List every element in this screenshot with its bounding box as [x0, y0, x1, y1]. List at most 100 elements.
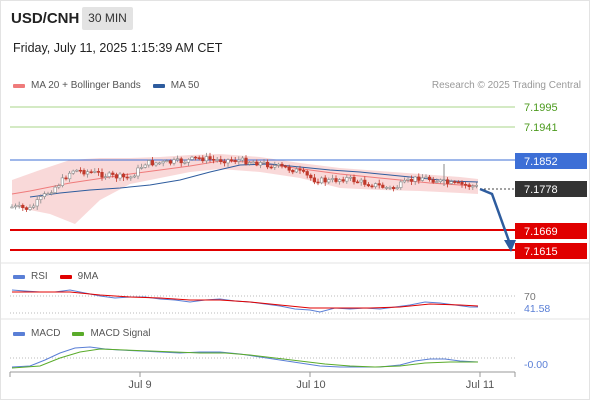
candle-body: [384, 187, 389, 189]
price-label-last: 7.1778: [515, 181, 587, 197]
candle-body: [215, 159, 219, 161]
candle-body: [78, 169, 82, 172]
candle-body: [172, 159, 176, 164]
candle-body: [255, 161, 259, 166]
candle-body: [388, 187, 392, 189]
ma50-legend-label: MA 50: [170, 80, 200, 91]
candle-body: [201, 157, 205, 162]
candle-body: [319, 177, 324, 184]
candle-body: [150, 160, 155, 166]
candle-body: [391, 187, 396, 189]
candle-body: [327, 179, 331, 183]
candle-body: [165, 160, 169, 162]
macd-line: [11, 346, 479, 368]
rsi-legend: RSI 9MA: [13, 271, 110, 282]
macd-legend: MACD MACD Signal: [13, 328, 162, 339]
candle-body: [86, 171, 90, 175]
candle-body: [427, 176, 432, 181]
rsi-legend-label: RSI: [31, 271, 48, 282]
candle-body: [273, 165, 277, 168]
price-label-resistance-1: 7.1941: [524, 122, 558, 134]
candle-body: [420, 177, 425, 181]
candle-body: [298, 168, 302, 171]
candle-body: [262, 161, 266, 164]
candle-body: [237, 159, 241, 162]
bollinger-band: [12, 154, 478, 224]
candle-body: [467, 184, 471, 187]
candle-body: [316, 181, 320, 184]
candle-body: [395, 187, 399, 189]
candle-body: [186, 159, 191, 163]
candle-body: [147, 160, 151, 166]
macd-swatch: [13, 331, 25, 336]
candle-body: [179, 158, 183, 164]
candle-body: [212, 159, 216, 161]
candle-body: [474, 184, 479, 187]
candle-body: [431, 179, 435, 183]
price-label-text: 7.1778: [524, 184, 558, 196]
candle-body: [168, 160, 173, 164]
candle-body: [114, 174, 118, 179]
candle-body: [276, 163, 281, 166]
main-legend: MA 20 + Bollinger Bands MA 50: [13, 80, 211, 91]
candle-body: [445, 179, 450, 184]
candle-body: [57, 185, 61, 188]
candle-body: [456, 181, 461, 184]
candle-body: [337, 179, 342, 182]
candle-body: [71, 170, 75, 174]
candle-body: [377, 183, 381, 186]
rsi-70-label: 70: [524, 291, 536, 303]
ma50-line: [29, 163, 479, 198]
candle-body: [269, 166, 273, 169]
candle-body: [53, 186, 57, 193]
candle-body: [190, 156, 194, 160]
candle-body: [82, 170, 86, 175]
candle-body: [158, 162, 162, 165]
candle-body: [435, 181, 439, 183]
candle-body: [373, 183, 378, 188]
price-label-text: 7.1995: [524, 102, 558, 114]
candle-body: [334, 178, 338, 182]
candle-body: [352, 176, 356, 183]
candle-body: [122, 173, 126, 178]
candle-body: [463, 183, 468, 186]
candle-body: [68, 172, 72, 180]
copyright-text: Research © 2025 Trading Central: [431, 80, 581, 91]
candle-body: [89, 171, 93, 174]
candle-body: [370, 185, 374, 188]
price-label-text: 7.1615: [524, 246, 558, 258]
macd-signal-swatch: [72, 331, 85, 336]
candle-body: [233, 160, 237, 162]
candle-body: [399, 181, 403, 188]
candle-body: [280, 163, 284, 167]
rsi-ma-swatch: [59, 274, 72, 279]
symbol-title: USD/CNH: [11, 10, 80, 27]
candle-body: [287, 166, 291, 171]
candle-body: [366, 184, 371, 187]
timeframe-button[interactable]: 30 MIN: [82, 7, 133, 30]
x-axis-label-jul11: Jul 11: [466, 379, 495, 391]
candle-body: [381, 184, 385, 188]
candle-body: [402, 179, 407, 183]
candle-body: [183, 162, 187, 164]
candle-body: [75, 169, 79, 172]
price-label-text: 7.1852: [524, 156, 558, 168]
ma50-swatch: [152, 83, 165, 88]
macd-value-label: -0.00: [524, 359, 548, 371]
candle-body: [154, 162, 158, 166]
candle-body: [64, 177, 68, 180]
candle-body: [132, 175, 137, 178]
candle-body: [226, 159, 230, 164]
candles: [10, 152, 479, 213]
ma20-swatch: [13, 83, 25, 88]
candle-body: [219, 159, 223, 163]
candle-body: [140, 167, 144, 169]
candle-body: [143, 164, 147, 168]
candle-body: [438, 179, 443, 182]
candle-body: [453, 181, 457, 183]
ma20-legend-label: MA 20 + Bollinger Bands: [31, 80, 141, 91]
candle-body: [294, 168, 299, 173]
candle-body: [24, 207, 29, 210]
candle-body: [28, 207, 32, 210]
candle-body: [265, 161, 270, 168]
